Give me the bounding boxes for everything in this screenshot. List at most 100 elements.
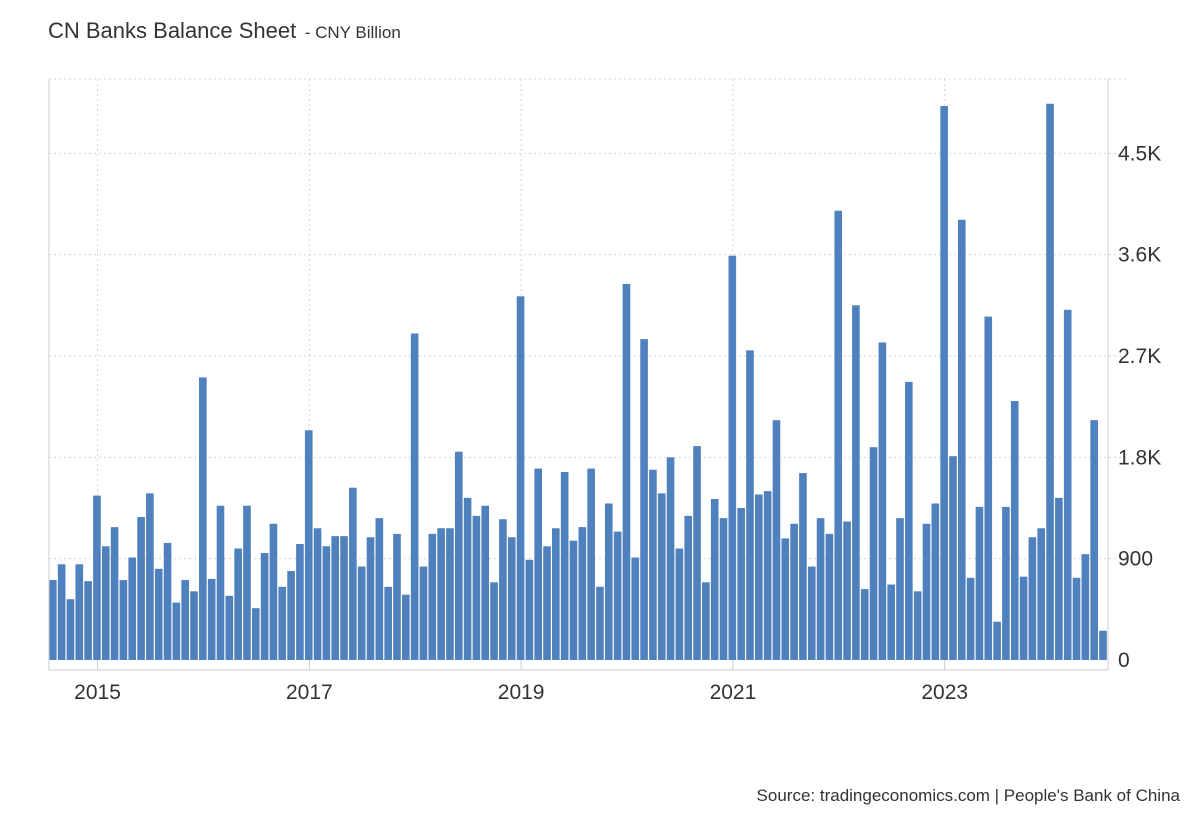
x-tick-label: 2021 (710, 681, 757, 704)
bar (172, 602, 181, 660)
bar (622, 283, 631, 660)
bar (304, 430, 313, 660)
bar (613, 531, 622, 660)
bar (543, 546, 551, 660)
bar (1090, 420, 1098, 660)
bar (463, 497, 472, 660)
bar (710, 498, 719, 660)
chart-title-block: CN Banks Balance Sheet - CNY Billion (48, 18, 401, 44)
y-tick-label: 2.7K (1118, 345, 1161, 368)
bar (560, 471, 569, 660)
bar (799, 473, 807, 660)
bar (666, 457, 675, 660)
bar (931, 503, 940, 660)
bar (66, 599, 75, 660)
bar (966, 577, 975, 660)
bar (481, 505, 490, 660)
bar (534, 468, 542, 660)
bar (454, 451, 463, 660)
bar (269, 523, 278, 660)
bar (1019, 576, 1028, 660)
bar (75, 564, 84, 660)
bar (490, 582, 498, 660)
bar (1037, 528, 1046, 660)
bar-series (49, 103, 1107, 661)
bar (940, 106, 948, 660)
bar (1081, 554, 1090, 660)
bar (578, 527, 587, 660)
bar (693, 446, 701, 660)
bar (790, 523, 798, 660)
bar (181, 580, 189, 660)
bar (887, 584, 895, 660)
bar (93, 495, 101, 660)
x-tick-label: 2017 (286, 681, 333, 704)
bar (1002, 506, 1010, 660)
bar (507, 537, 516, 660)
bar (225, 595, 234, 660)
bar (737, 507, 745, 660)
bar (57, 564, 66, 660)
bar (499, 519, 507, 660)
bar (657, 493, 666, 660)
bar (207, 578, 216, 660)
bar (1046, 103, 1054, 661)
bar (128, 557, 137, 660)
bar (631, 557, 640, 660)
bar (1028, 537, 1037, 660)
bar (807, 566, 816, 660)
bar (146, 493, 154, 660)
bar (825, 533, 834, 660)
bar (834, 210, 843, 660)
chart-subtitle: - CNY Billion (304, 23, 401, 42)
bar (234, 548, 242, 660)
bar (675, 548, 684, 660)
bar (684, 515, 693, 660)
bar (878, 342, 887, 660)
bar (1055, 497, 1063, 660)
bar (199, 377, 207, 660)
bar (860, 589, 869, 660)
bar (640, 339, 648, 660)
bar (110, 527, 119, 660)
bar (1063, 309, 1072, 660)
bar (313, 528, 322, 660)
x-tick-label: 2023 (921, 681, 968, 704)
y-tick-label: 3.6K (1118, 244, 1161, 267)
bar (702, 582, 710, 660)
bar (905, 381, 913, 660)
chart-title: CN Banks Balance Sheet (48, 18, 297, 43)
bar (569, 540, 578, 660)
bar (278, 586, 287, 660)
bar (816, 518, 825, 660)
bar (1010, 401, 1019, 660)
bar (243, 505, 251, 660)
bar (843, 521, 851, 660)
bar (375, 518, 384, 660)
bar (101, 546, 110, 660)
bar (552, 528, 560, 660)
bar (949, 456, 957, 660)
bar (84, 581, 92, 660)
bar (525, 559, 534, 660)
bar (446, 528, 454, 660)
bar (163, 542, 172, 660)
bar (755, 494, 763, 660)
bar (728, 255, 737, 660)
x-tick-label: 2019 (498, 681, 545, 704)
bar (296, 544, 304, 660)
bar (49, 580, 57, 660)
bar (516, 296, 525, 660)
y-tick-label: 0 (1118, 649, 1130, 672)
bar (1072, 577, 1081, 660)
bar (781, 538, 790, 660)
bar (357, 566, 366, 660)
bar (349, 487, 357, 660)
bar (472, 515, 481, 660)
bar (957, 219, 966, 660)
y-tick-label: 900 (1118, 548, 1153, 571)
bar (419, 566, 428, 660)
bar (975, 506, 984, 660)
bar (287, 571, 295, 660)
